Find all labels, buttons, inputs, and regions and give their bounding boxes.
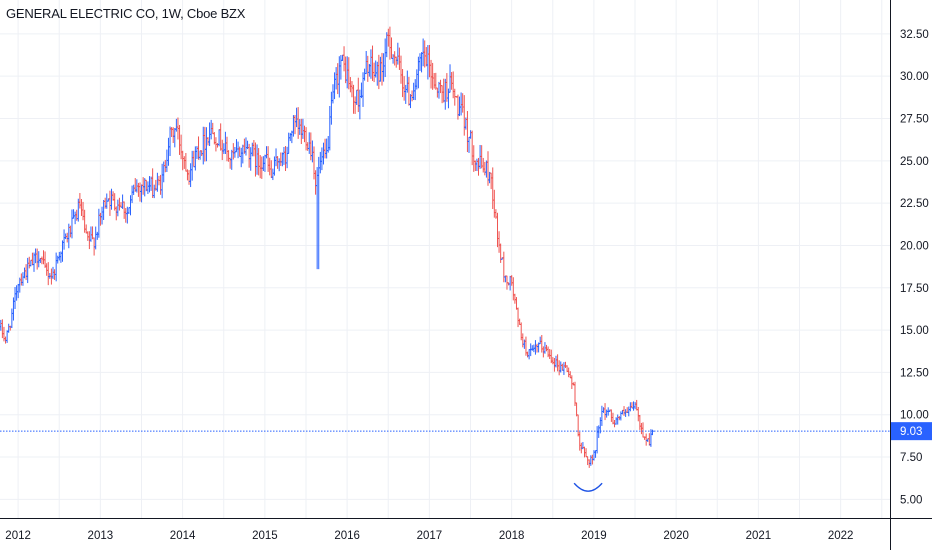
annotation-layer	[573, 482, 603, 492]
symbol-title: GENERAL ELECTRIC CO, 1W, Cboe BZX	[6, 6, 246, 21]
y-tick-label: 7.50	[900, 452, 922, 464]
last-price-tag	[891, 422, 932, 441]
y-tick-label: 12.50	[900, 367, 929, 379]
y-tick-label: 5.00	[900, 494, 922, 506]
x-tick-label: 2017	[417, 530, 443, 542]
grid-lines	[0, 0, 890, 518]
x-tick-label: 2021	[746, 530, 772, 542]
y-tick-label: 20.00	[900, 240, 929, 252]
x-tick-label: 2015	[252, 530, 278, 542]
ohlc-bar	[570, 375, 574, 389]
bottom-arc-annotation	[573, 482, 603, 492]
x-tick-label: 2018	[499, 530, 525, 542]
x-tick-label: 2012	[5, 530, 31, 542]
y-tick-label: 15.00	[900, 325, 929, 337]
x-tick-label: 2016	[334, 530, 360, 542]
x-tick-label: 2019	[581, 530, 607, 542]
last-price-tag-layer: 9.03	[891, 422, 932, 441]
price-bars	[0, 26, 655, 468]
x-tick-label: 2020	[663, 530, 689, 542]
y-tick-label: 17.50	[900, 283, 929, 295]
y-tick-label: 30.00	[900, 71, 929, 83]
y-tick-label: 32.50	[900, 29, 929, 41]
y-tick-label: 10.00	[900, 410, 929, 422]
x-tick-label: 2014	[170, 530, 196, 542]
y-tick-label: 27.50	[900, 113, 929, 125]
y-tick-label: 22.50	[900, 198, 929, 210]
y-tick-label: 25.00	[900, 156, 929, 168]
ohlc-bar	[573, 381, 577, 407]
last-price-label: 9.03	[900, 426, 922, 438]
x-tick-label: 2022	[828, 530, 854, 542]
ohlc-bar	[650, 429, 655, 436]
price-axis[interactable]: 5.00 7.50 10.00 12.50 15.00 17.50 20.00 22.50 25…	[890, 0, 929, 550]
time-axis[interactable]: 2012 2013 2014 2015 2016 2017 2018 2019 2020 2021…	[0, 518, 932, 543]
x-tick-label: 2013	[88, 530, 114, 542]
